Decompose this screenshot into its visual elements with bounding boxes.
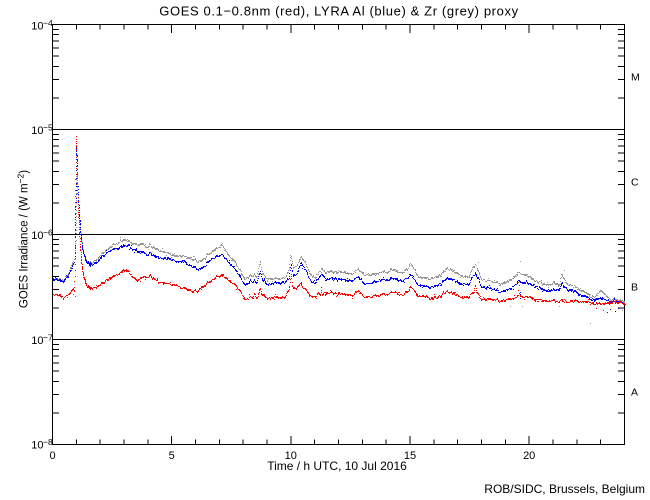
svg-text:M: M <box>631 72 640 84</box>
svg-text:C: C <box>631 177 639 189</box>
svg-text:−8: −8 <box>43 437 53 447</box>
svg-text:−5: −5 <box>43 123 53 133</box>
svg-text:GOES Irradiance / (W m−2): GOES Irradiance / (W m−2) <box>16 170 31 308</box>
svg-text:10: 10 <box>31 230 43 242</box>
svg-text:10: 10 <box>31 125 43 137</box>
svg-text:GOES 0.1−0.8nm (red), LYRA Al: GOES 0.1−0.8nm (red), LYRA Al (blue) & Z… <box>159 4 518 19</box>
svg-text:20: 20 <box>523 450 535 462</box>
svg-text:10: 10 <box>31 335 43 347</box>
svg-text:−6: −6 <box>43 228 53 238</box>
svg-text:Time / h UTC, 10 Jul 2016: Time / h UTC, 10 Jul 2016 <box>267 459 407 473</box>
svg-text:10: 10 <box>285 450 297 462</box>
svg-text:ROB/SIDC, Brussels, Belgium: ROB/SIDC, Brussels, Belgium <box>484 482 645 496</box>
svg-text:−7: −7 <box>43 333 53 343</box>
svg-text:−4: −4 <box>43 18 53 28</box>
svg-text:5: 5 <box>169 450 175 462</box>
svg-text:15: 15 <box>404 450 416 462</box>
svg-text:B: B <box>631 282 638 294</box>
svg-text:10: 10 <box>31 440 43 452</box>
svg-text:0: 0 <box>49 450 55 462</box>
svg-text:A: A <box>631 387 638 399</box>
svg-text:10: 10 <box>31 21 43 33</box>
